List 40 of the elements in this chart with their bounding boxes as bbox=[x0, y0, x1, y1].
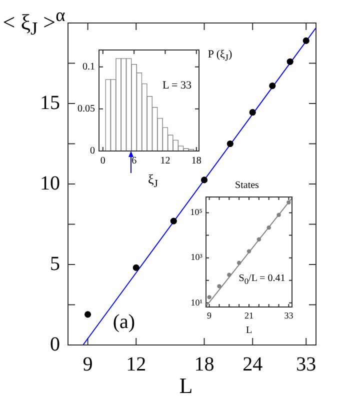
y-tick-label: 0 bbox=[50, 333, 60, 356]
x-axis-title: L bbox=[246, 325, 252, 336]
x-tick-label: 9 bbox=[207, 310, 212, 320]
x-tick-label: 0 bbox=[100, 156, 106, 167]
x-tick-label: 21 bbox=[244, 310, 254, 320]
annotation: (a) bbox=[112, 311, 136, 333]
annotation: S$_{0}$/L = 0.41 bbox=[238, 272, 286, 286]
y-tick-label: 0 bbox=[90, 146, 95, 157]
x-tick-label: 18 bbox=[191, 156, 202, 167]
y-tick-label: 15 bbox=[40, 92, 60, 114]
x-axis-title: ξ$_{J}$ bbox=[148, 171, 158, 190]
x-tick-label: 33 bbox=[284, 310, 294, 320]
point bbox=[217, 284, 222, 288]
point bbox=[266, 225, 271, 230]
x-tick-label: 24 bbox=[242, 353, 263, 376]
y-tick-label: 10¹ bbox=[190, 297, 203, 308]
point bbox=[256, 237, 262, 242]
x-tick-label: 9 bbox=[82, 353, 93, 376]
annotation: L = 33 bbox=[162, 80, 192, 92]
y-axis-title: < ξ$_{J}$ >$^{α}$ bbox=[2, 4, 66, 39]
point bbox=[227, 272, 232, 278]
x-tick-label: 12 bbox=[126, 353, 146, 376]
y-tick-label: 0.1 bbox=[82, 61, 95, 72]
y-tick-label: 10⁵ bbox=[190, 207, 202, 218]
y-tick-label: 10³ bbox=[190, 252, 203, 262]
point bbox=[246, 249, 252, 254]
y-axis-title: P (ξ$_{J}$) bbox=[208, 48, 232, 63]
x-axis-title: L bbox=[179, 373, 193, 398]
y-tick-label: 5 bbox=[50, 252, 60, 275]
y-tick-label: 0.05 bbox=[78, 104, 95, 115]
point bbox=[276, 212, 281, 218]
x-tick-label: 18 bbox=[194, 353, 214, 376]
point bbox=[236, 260, 242, 265]
x-tick-label: 12 bbox=[160, 156, 170, 167]
y-tick-label: 10 bbox=[40, 172, 60, 194]
point bbox=[207, 295, 212, 300]
x-tick-label: 6 bbox=[132, 156, 137, 167]
x-tick-label: 33 bbox=[296, 353, 316, 376]
point bbox=[286, 200, 291, 204]
chart-title: States bbox=[235, 180, 259, 191]
